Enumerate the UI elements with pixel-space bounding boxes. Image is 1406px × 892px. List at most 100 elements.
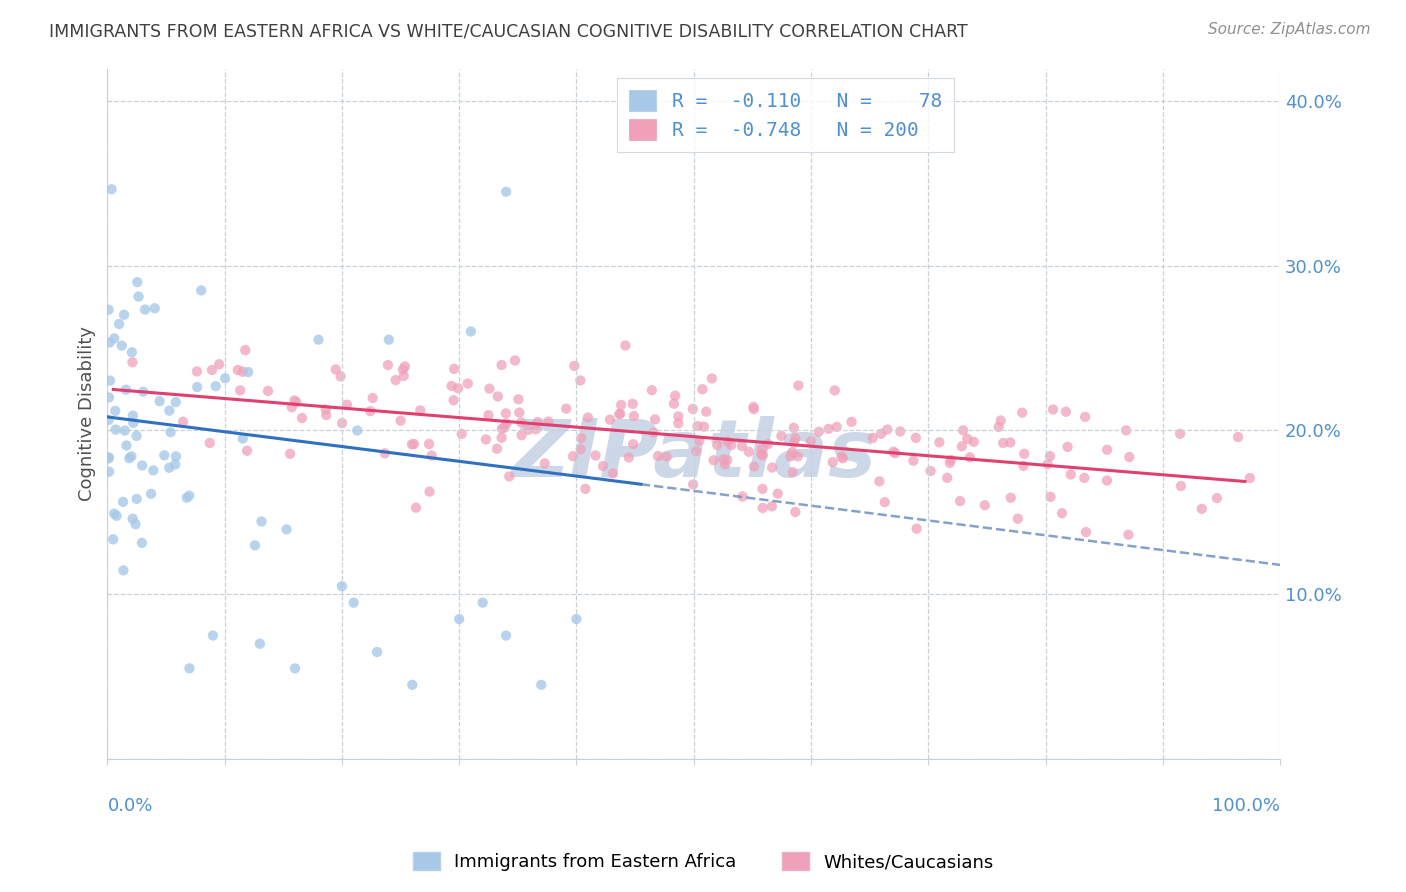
Point [229, 384, 252, 398]
Point [692, 382, 714, 396]
Point [780, 445, 803, 459]
Point [761, 460, 783, 475]
Point [751, 482, 773, 496]
Point [564, 359, 586, 373]
Point [1056, 440, 1078, 454]
Point [783, 435, 806, 450]
Point [127, 275, 149, 289]
Point [131, 458, 153, 473]
Point [250, 515, 273, 529]
Point [98, 465, 121, 479]
Point [1007, 511, 1029, 525]
Point [749, 447, 772, 461]
Point [508, 392, 530, 407]
Point [392, 362, 415, 376]
Point [963, 434, 986, 449]
Point [308, 333, 330, 347]
Point [409, 403, 432, 417]
Point [1115, 424, 1137, 438]
Point [491, 358, 513, 372]
Point [876, 423, 898, 437]
Point [939, 453, 962, 467]
Point [783, 421, 806, 435]
Point [494, 420, 516, 434]
Point [571, 431, 593, 445]
Point [695, 404, 717, 418]
Point [495, 185, 517, 199]
Point [112, 563, 135, 577]
Point [134, 302, 156, 317]
Point [165, 395, 187, 409]
Point [682, 477, 704, 491]
Point [1036, 458, 1059, 472]
Point [714, 457, 737, 471]
Point [498, 469, 520, 483]
Point [956, 432, 979, 446]
Point [443, 361, 465, 376]
Point [510, 416, 533, 430]
Point [562, 449, 585, 463]
Point [112, 495, 135, 509]
Point [1012, 447, 1035, 461]
Point [485, 442, 508, 456]
Point [104, 404, 127, 418]
Point [389, 414, 412, 428]
Point [950, 439, 973, 453]
Point [752, 500, 775, 515]
Point [991, 436, 1014, 450]
Point [609, 407, 631, 421]
Point [623, 409, 645, 423]
Point [475, 433, 498, 447]
Point [165, 450, 187, 464]
Point [1060, 467, 1083, 482]
Point [121, 355, 143, 369]
Point [766, 486, 789, 500]
Point [720, 438, 742, 452]
Text: 100.0%: 100.0% [1212, 797, 1279, 814]
Point [1227, 430, 1250, 444]
Point [731, 490, 754, 504]
Point [693, 419, 716, 434]
Point [742, 400, 765, 414]
Point [1168, 426, 1191, 441]
Point [752, 449, 775, 463]
Point [821, 455, 844, 469]
Point [214, 371, 236, 385]
Point [198, 436, 221, 450]
Point [491, 422, 513, 436]
Point [122, 409, 145, 423]
Point [120, 450, 142, 464]
Point [508, 406, 530, 420]
Point [1206, 491, 1229, 505]
Point [343, 596, 366, 610]
Point [97, 451, 120, 466]
Point [495, 628, 517, 642]
Point [1074, 525, 1097, 540]
Point [281, 401, 304, 415]
Point [132, 384, 155, 399]
Point [176, 491, 198, 505]
Point [159, 425, 181, 440]
Point [738, 444, 761, 458]
Y-axis label: Cognitive Disability: Cognitive Disability [79, 326, 96, 501]
Point [530, 678, 553, 692]
Point [276, 522, 298, 536]
Point [1000, 435, 1022, 450]
Point [495, 406, 517, 420]
Point [952, 423, 974, 437]
Point [785, 431, 807, 445]
Point [460, 325, 482, 339]
Point [157, 403, 180, 417]
Point [1074, 409, 1097, 424]
Point [394, 359, 416, 374]
Point [447, 381, 470, 395]
Point [685, 444, 707, 458]
Point [124, 517, 146, 532]
Point [782, 465, 804, 479]
Point [1000, 491, 1022, 505]
Point [1054, 405, 1077, 419]
Point [825, 420, 848, 434]
Point [125, 429, 148, 443]
Point [402, 437, 425, 451]
Point [232, 365, 254, 379]
